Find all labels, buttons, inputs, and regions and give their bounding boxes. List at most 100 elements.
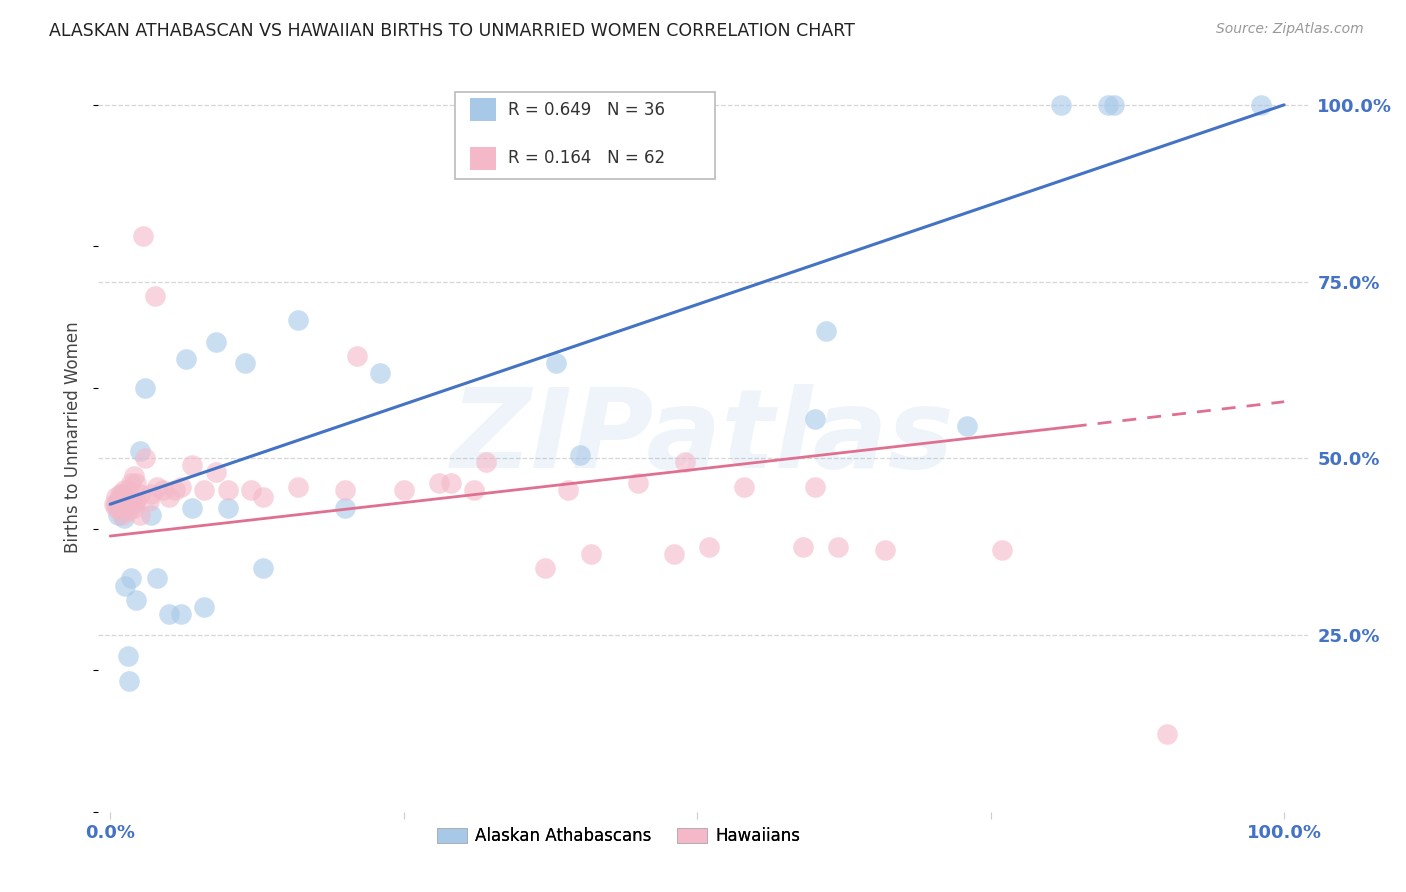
- Point: [134, 451, 156, 466]
- FancyBboxPatch shape: [456, 93, 716, 178]
- Point: [120, 476, 142, 491]
- Point: [169, 479, 191, 493]
- Point: [217, 483, 239, 497]
- Point: [118, 673, 141, 688]
- Point: [157, 607, 180, 621]
- Point: [333, 483, 356, 497]
- Point: [105, 490, 128, 504]
- Point: [463, 483, 485, 497]
- Point: [815, 324, 838, 338]
- Point: [141, 508, 163, 522]
- Point: [733, 479, 755, 493]
- Point: [475, 455, 498, 469]
- Point: [112, 497, 135, 511]
- Text: Source: ZipAtlas.com: Source: ZipAtlas.com: [1216, 22, 1364, 37]
- Point: [181, 458, 204, 473]
- Point: [107, 493, 129, 508]
- Point: [991, 543, 1014, 558]
- Point: [546, 356, 568, 370]
- Point: [128, 486, 150, 500]
- Point: [803, 479, 825, 493]
- Point: [392, 483, 415, 497]
- Point: [346, 349, 368, 363]
- Text: ALASKAN ATHABASCAN VS HAWAIIAN BIRTHS TO UNMARRIED WOMEN CORRELATION CHART: ALASKAN ATHABASCAN VS HAWAIIAN BIRTHS TO…: [49, 22, 855, 40]
- Point: [181, 500, 204, 515]
- Point: [111, 500, 134, 515]
- Point: [125, 493, 148, 508]
- Point: [204, 334, 226, 349]
- Point: [128, 508, 150, 522]
- Text: R = 0.164   N = 62: R = 0.164 N = 62: [509, 149, 665, 168]
- Point: [146, 479, 169, 493]
- Point: [252, 490, 274, 504]
- Point: [111, 486, 134, 500]
- Point: [134, 381, 156, 395]
- Point: [112, 511, 135, 525]
- Point: [108, 486, 131, 500]
- Point: [152, 483, 174, 497]
- Point: [112, 483, 135, 497]
- Point: [662, 547, 685, 561]
- Point: [143, 289, 166, 303]
- Point: [105, 500, 128, 515]
- Point: [122, 500, 145, 515]
- Point: [697, 540, 720, 554]
- Point: [1250, 98, 1272, 112]
- Point: [1050, 98, 1073, 112]
- Point: [240, 483, 263, 497]
- Point: [287, 313, 309, 327]
- Point: [956, 419, 979, 434]
- Point: [120, 497, 142, 511]
- Point: [114, 500, 136, 515]
- Point: [114, 490, 136, 504]
- Point: [121, 493, 143, 508]
- Point: [193, 483, 215, 497]
- Point: [107, 508, 129, 522]
- Point: [533, 561, 555, 575]
- Point: [108, 500, 131, 515]
- Point: [217, 500, 239, 515]
- Y-axis label: Births to Unmarried Women: Births to Unmarried Women: [65, 321, 83, 553]
- Point: [803, 412, 825, 426]
- Point: [627, 476, 650, 491]
- Point: [333, 500, 356, 515]
- Point: [792, 540, 814, 554]
- Point: [1156, 727, 1178, 741]
- Point: [873, 543, 896, 558]
- Point: [368, 367, 391, 381]
- Text: R = 0.649   N = 36: R = 0.649 N = 36: [509, 101, 665, 119]
- Point: [138, 493, 160, 508]
- Point: [132, 228, 155, 243]
- Point: [673, 455, 696, 469]
- Point: [125, 592, 148, 607]
- Point: [1097, 98, 1119, 112]
- Point: [125, 476, 148, 491]
- Point: [122, 469, 145, 483]
- Point: [439, 476, 461, 491]
- FancyBboxPatch shape: [470, 147, 496, 169]
- Point: [117, 649, 139, 664]
- Point: [827, 540, 849, 554]
- Point: [193, 599, 215, 614]
- Point: [169, 607, 191, 621]
- Point: [163, 483, 186, 497]
- Point: [128, 444, 150, 458]
- Point: [157, 490, 180, 504]
- Point: [233, 356, 256, 370]
- Point: [176, 352, 198, 367]
- Legend: Alaskan Athabascans, Hawaiians: Alaskan Athabascans, Hawaiians: [430, 821, 807, 852]
- Point: [117, 504, 139, 518]
- Point: [117, 483, 139, 497]
- Point: [111, 490, 134, 504]
- Point: [105, 497, 128, 511]
- Text: ZIPatlas: ZIPatlas: [451, 384, 955, 491]
- Point: [114, 578, 136, 592]
- Point: [581, 547, 603, 561]
- Point: [568, 448, 591, 462]
- Point: [120, 571, 142, 585]
- Point: [252, 561, 274, 575]
- Point: [146, 571, 169, 585]
- Point: [287, 479, 309, 493]
- Point: [120, 493, 142, 508]
- FancyBboxPatch shape: [470, 98, 496, 121]
